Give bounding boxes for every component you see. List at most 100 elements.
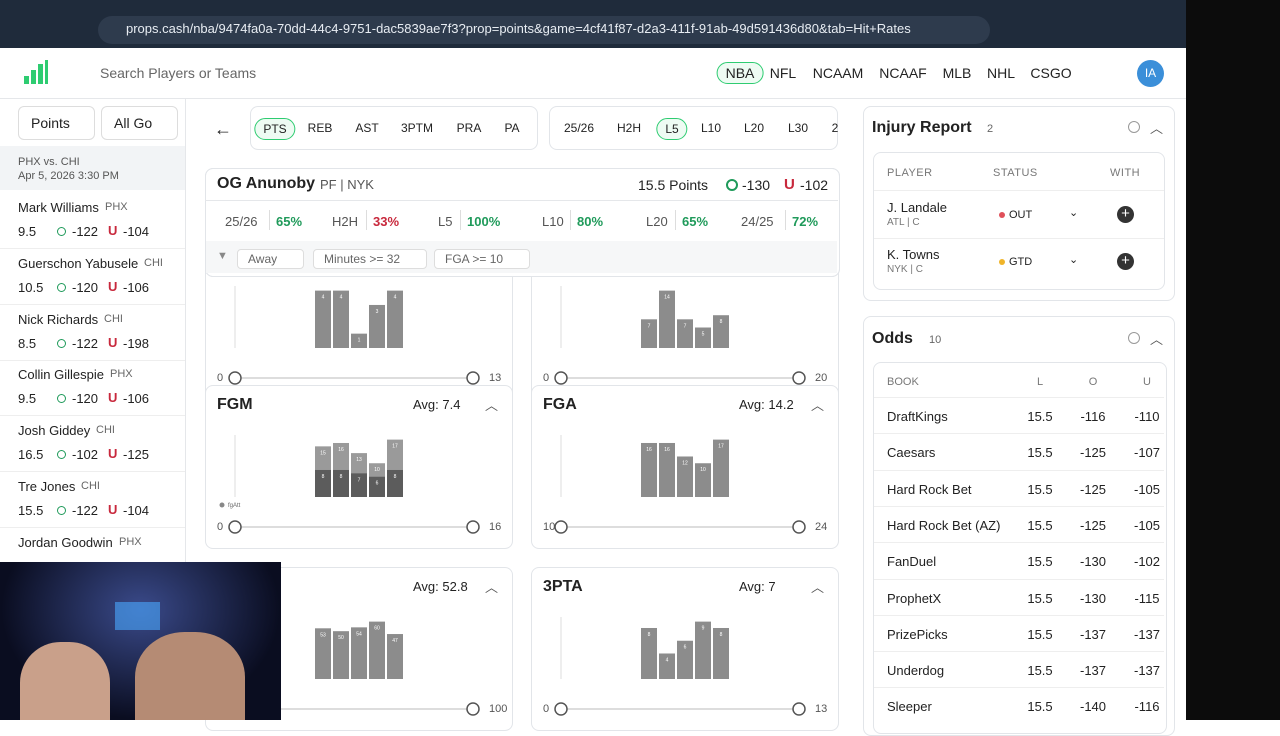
player-name[interactable]: Mark Williams <box>18 200 99 215</box>
range-tab[interactable]: 2 <box>831 121 839 135</box>
player-name[interactable]: Nick Richards <box>18 311 99 327</box>
add-with-button[interactable]: + <box>1117 253 1134 270</box>
collapse-icon[interactable]: ︿ <box>485 580 499 595</box>
collapse-icon[interactable]: ︿ <box>1150 332 1164 347</box>
slider-max: 24 <box>815 521 828 533</box>
range-tab[interactable]: L5 <box>656 118 688 140</box>
screen-edge <box>1186 0 1280 720</box>
player-name[interactable]: Tre Jones <box>18 479 76 494</box>
league-tab[interactable]: NBA <box>716 62 764 84</box>
bar <box>641 442 657 497</box>
stat-tab[interactable]: AST <box>355 121 379 135</box>
collapse-icon[interactable]: ︿ <box>1150 121 1164 136</box>
status-dropdown[interactable]: ⌄ <box>1069 254 1079 266</box>
collapse-icon[interactable]: ︿ <box>811 580 825 595</box>
range-tab[interactable]: 25/26 <box>563 121 595 135</box>
league-tab[interactable]: MLB <box>942 65 972 81</box>
bar <box>677 319 693 348</box>
player-name[interactable]: Guerschon Yabusele <box>18 255 139 271</box>
player-row <box>0 248 185 305</box>
range-tab[interactable]: L20 <box>743 121 765 135</box>
split-divider <box>570 210 571 230</box>
column-header: STATUS <box>993 167 1038 179</box>
search-input[interactable]: Search Players or Teams <box>100 65 257 81</box>
over-odds: -122 <box>72 503 99 518</box>
slider-thumb <box>466 520 480 534</box>
slider-thumb <box>554 520 568 534</box>
divider <box>874 505 1164 507</box>
split-label: L5 <box>438 214 453 229</box>
filter-chip[interactable]: Minutes >= 32 <box>313 249 428 269</box>
over-odds: -130 <box>742 177 771 193</box>
range-tab[interactable]: H2H <box>616 121 642 135</box>
bar-label: 12 <box>682 460 688 466</box>
stat-tab[interactable]: PA <box>504 121 520 135</box>
range-tab[interactable]: L10 <box>700 121 722 135</box>
address-bar[interactable] <box>98 16 990 44</box>
prop-line: 9.5 <box>18 391 37 407</box>
under-odds: -106 <box>123 279 150 295</box>
slider-max: 20 <box>815 372 828 384</box>
filter-select[interactable]: Points <box>18 106 95 140</box>
bar-made <box>315 469 331 497</box>
add-with-button[interactable]: + <box>1117 206 1134 223</box>
filter-chip[interactable]: Away <box>237 249 305 269</box>
stat-tab[interactable]: 3PTM <box>400 121 434 135</box>
bar-label: 8 <box>340 474 343 480</box>
status-dropdown[interactable]: ⌄ <box>1069 207 1079 219</box>
filter-select[interactable]: All Go <box>101 106 178 140</box>
bar-label: 7 <box>684 323 687 329</box>
prop-line: 15.5 <box>18 503 44 518</box>
prop-line: 16.5 <box>18 447 44 463</box>
stat-tab[interactable]: PTS <box>254 118 296 140</box>
range-tab[interactable]: L30 <box>787 121 809 135</box>
avatar: IA <box>1137 60 1164 87</box>
under-icon: U <box>108 390 118 406</box>
bar-label: 7 <box>358 477 361 483</box>
collapse-icon[interactable]: ︿ <box>485 398 499 413</box>
split-divider <box>785 210 786 230</box>
split-label: L20 <box>646 214 668 229</box>
split-value: 72% <box>792 214 819 229</box>
bar-label: 47 <box>392 638 398 644</box>
odds-value: -115 <box>1134 590 1160 606</box>
league-tab[interactable]: NCAAF <box>879 65 927 81</box>
player-name[interactable]: Josh Giddey <box>18 423 91 439</box>
divider <box>874 542 1164 544</box>
back-button[interactable]: ← <box>214 119 232 139</box>
bar-label: 60 <box>374 626 380 632</box>
bar-label: 4 <box>394 295 397 301</box>
slider-min: 0 <box>543 372 550 384</box>
slider-thumb <box>792 371 806 385</box>
over-icon <box>57 450 66 460</box>
injury-status: GTD <box>1009 256 1033 268</box>
stat-tab[interactable]: REB <box>307 121 333 135</box>
collapse-icon[interactable]: ︿ <box>811 398 825 413</box>
chart-avg: Avg: 7.4 <box>413 397 461 412</box>
bar <box>315 628 331 679</box>
under-odds: -104 <box>123 503 150 518</box>
bar-made <box>351 473 367 497</box>
divider <box>874 614 1164 616</box>
player-name[interactable]: Jordan Goodwin <box>18 534 113 550</box>
bar-label: 1 <box>358 338 361 344</box>
info-icon <box>1128 121 1140 133</box>
league-tab[interactable]: CSGO <box>1030 65 1072 81</box>
under-icon: U <box>108 446 118 462</box>
league-tab[interactable]: NCAAM <box>812 65 864 81</box>
card-count: 2 <box>987 123 994 135</box>
column-header: U <box>1143 376 1151 388</box>
league-tab[interactable]: NFL <box>769 65 797 81</box>
player-name[interactable]: Collin Gillespie <box>18 367 104 383</box>
filter-chip[interactable]: FGA >= 10 <box>434 249 531 269</box>
player-card-cover <box>205 168 840 277</box>
league-tab[interactable]: NHL <box>986 65 1016 81</box>
bar-label: 14 <box>664 295 670 301</box>
split-divider <box>460 210 461 230</box>
odds-value: -107 <box>1133 445 1161 461</box>
stat-tab[interactable]: PRA <box>456 121 482 135</box>
player-team: CHI <box>104 312 123 325</box>
chart-title: 3PTA <box>543 578 583 595</box>
odds-value: -130 <box>1079 590 1107 606</box>
bar <box>333 631 349 679</box>
